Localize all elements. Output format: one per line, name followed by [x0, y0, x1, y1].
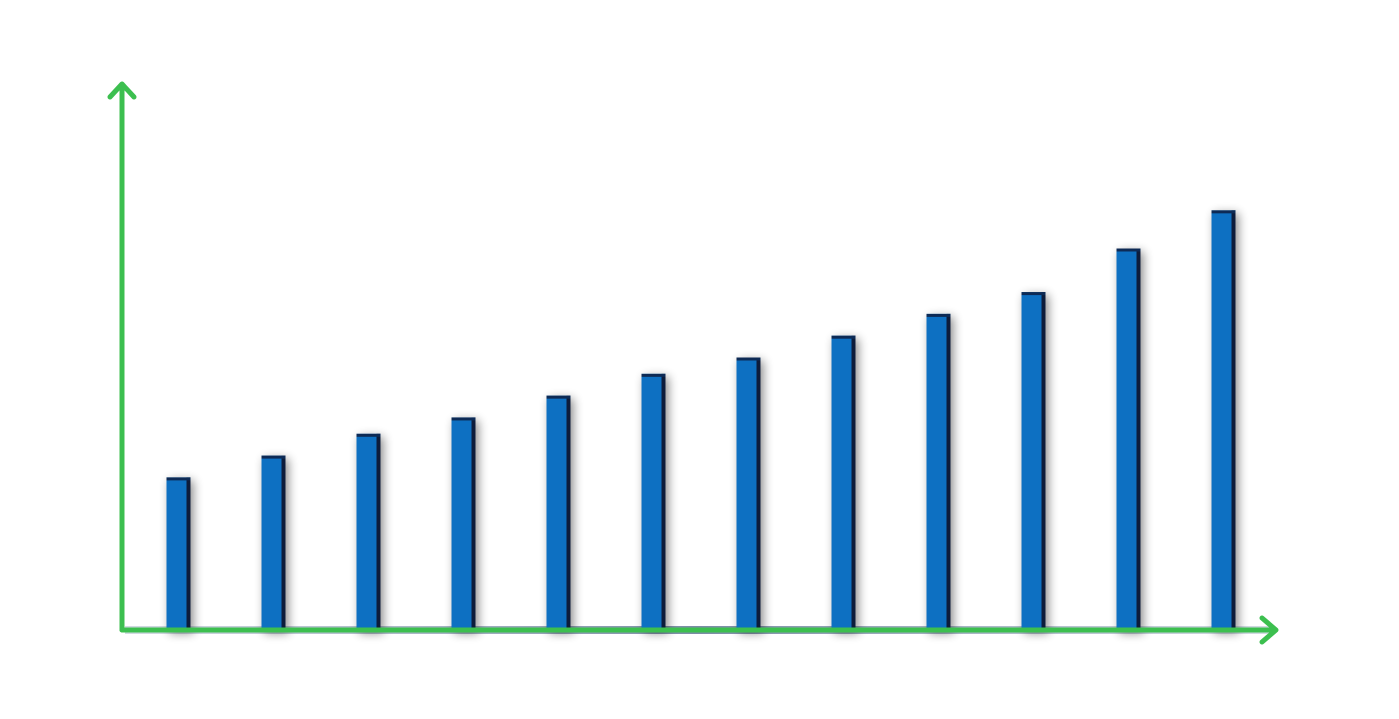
bar-cap	[546, 395, 571, 399]
bar-cap	[926, 313, 951, 317]
bar-group	[546, 395, 571, 630]
bar-group	[1211, 210, 1236, 630]
bar-edge	[1231, 210, 1236, 630]
bar-edge	[1041, 292, 1046, 630]
bar-group	[166, 477, 191, 630]
bar-cap	[1116, 248, 1141, 252]
bar-edge	[851, 335, 856, 630]
bar-group	[1116, 248, 1141, 630]
bar-edge	[756, 357, 761, 630]
bar-cap	[166, 477, 191, 481]
bar-edge	[281, 455, 286, 630]
bar-group	[831, 335, 856, 630]
bar-cap	[451, 417, 476, 421]
bar-edge	[661, 373, 666, 630]
bar-edge	[471, 417, 476, 630]
bars	[166, 210, 1236, 630]
bar-edge	[186, 477, 191, 630]
bar-edge	[566, 395, 571, 630]
bar-cap	[261, 455, 286, 459]
bar-group	[356, 433, 381, 630]
bar-edge	[946, 313, 951, 630]
bar-group	[451, 417, 476, 630]
x-axis	[119, 615, 1279, 645]
bar-cap	[736, 357, 761, 361]
bar-cap	[1021, 292, 1046, 296]
bar-group	[736, 357, 761, 630]
bar-cap	[356, 433, 381, 437]
bar-group	[261, 455, 286, 630]
bar-cap	[1211, 210, 1236, 214]
bar-cap	[641, 373, 666, 377]
bar-group	[926, 313, 951, 630]
y-axis	[107, 81, 137, 633]
bar-group	[1021, 292, 1046, 630]
bar-edge	[1136, 248, 1141, 630]
bar-edge	[376, 433, 381, 630]
bar-group	[641, 373, 666, 630]
bar-cap	[831, 335, 856, 339]
